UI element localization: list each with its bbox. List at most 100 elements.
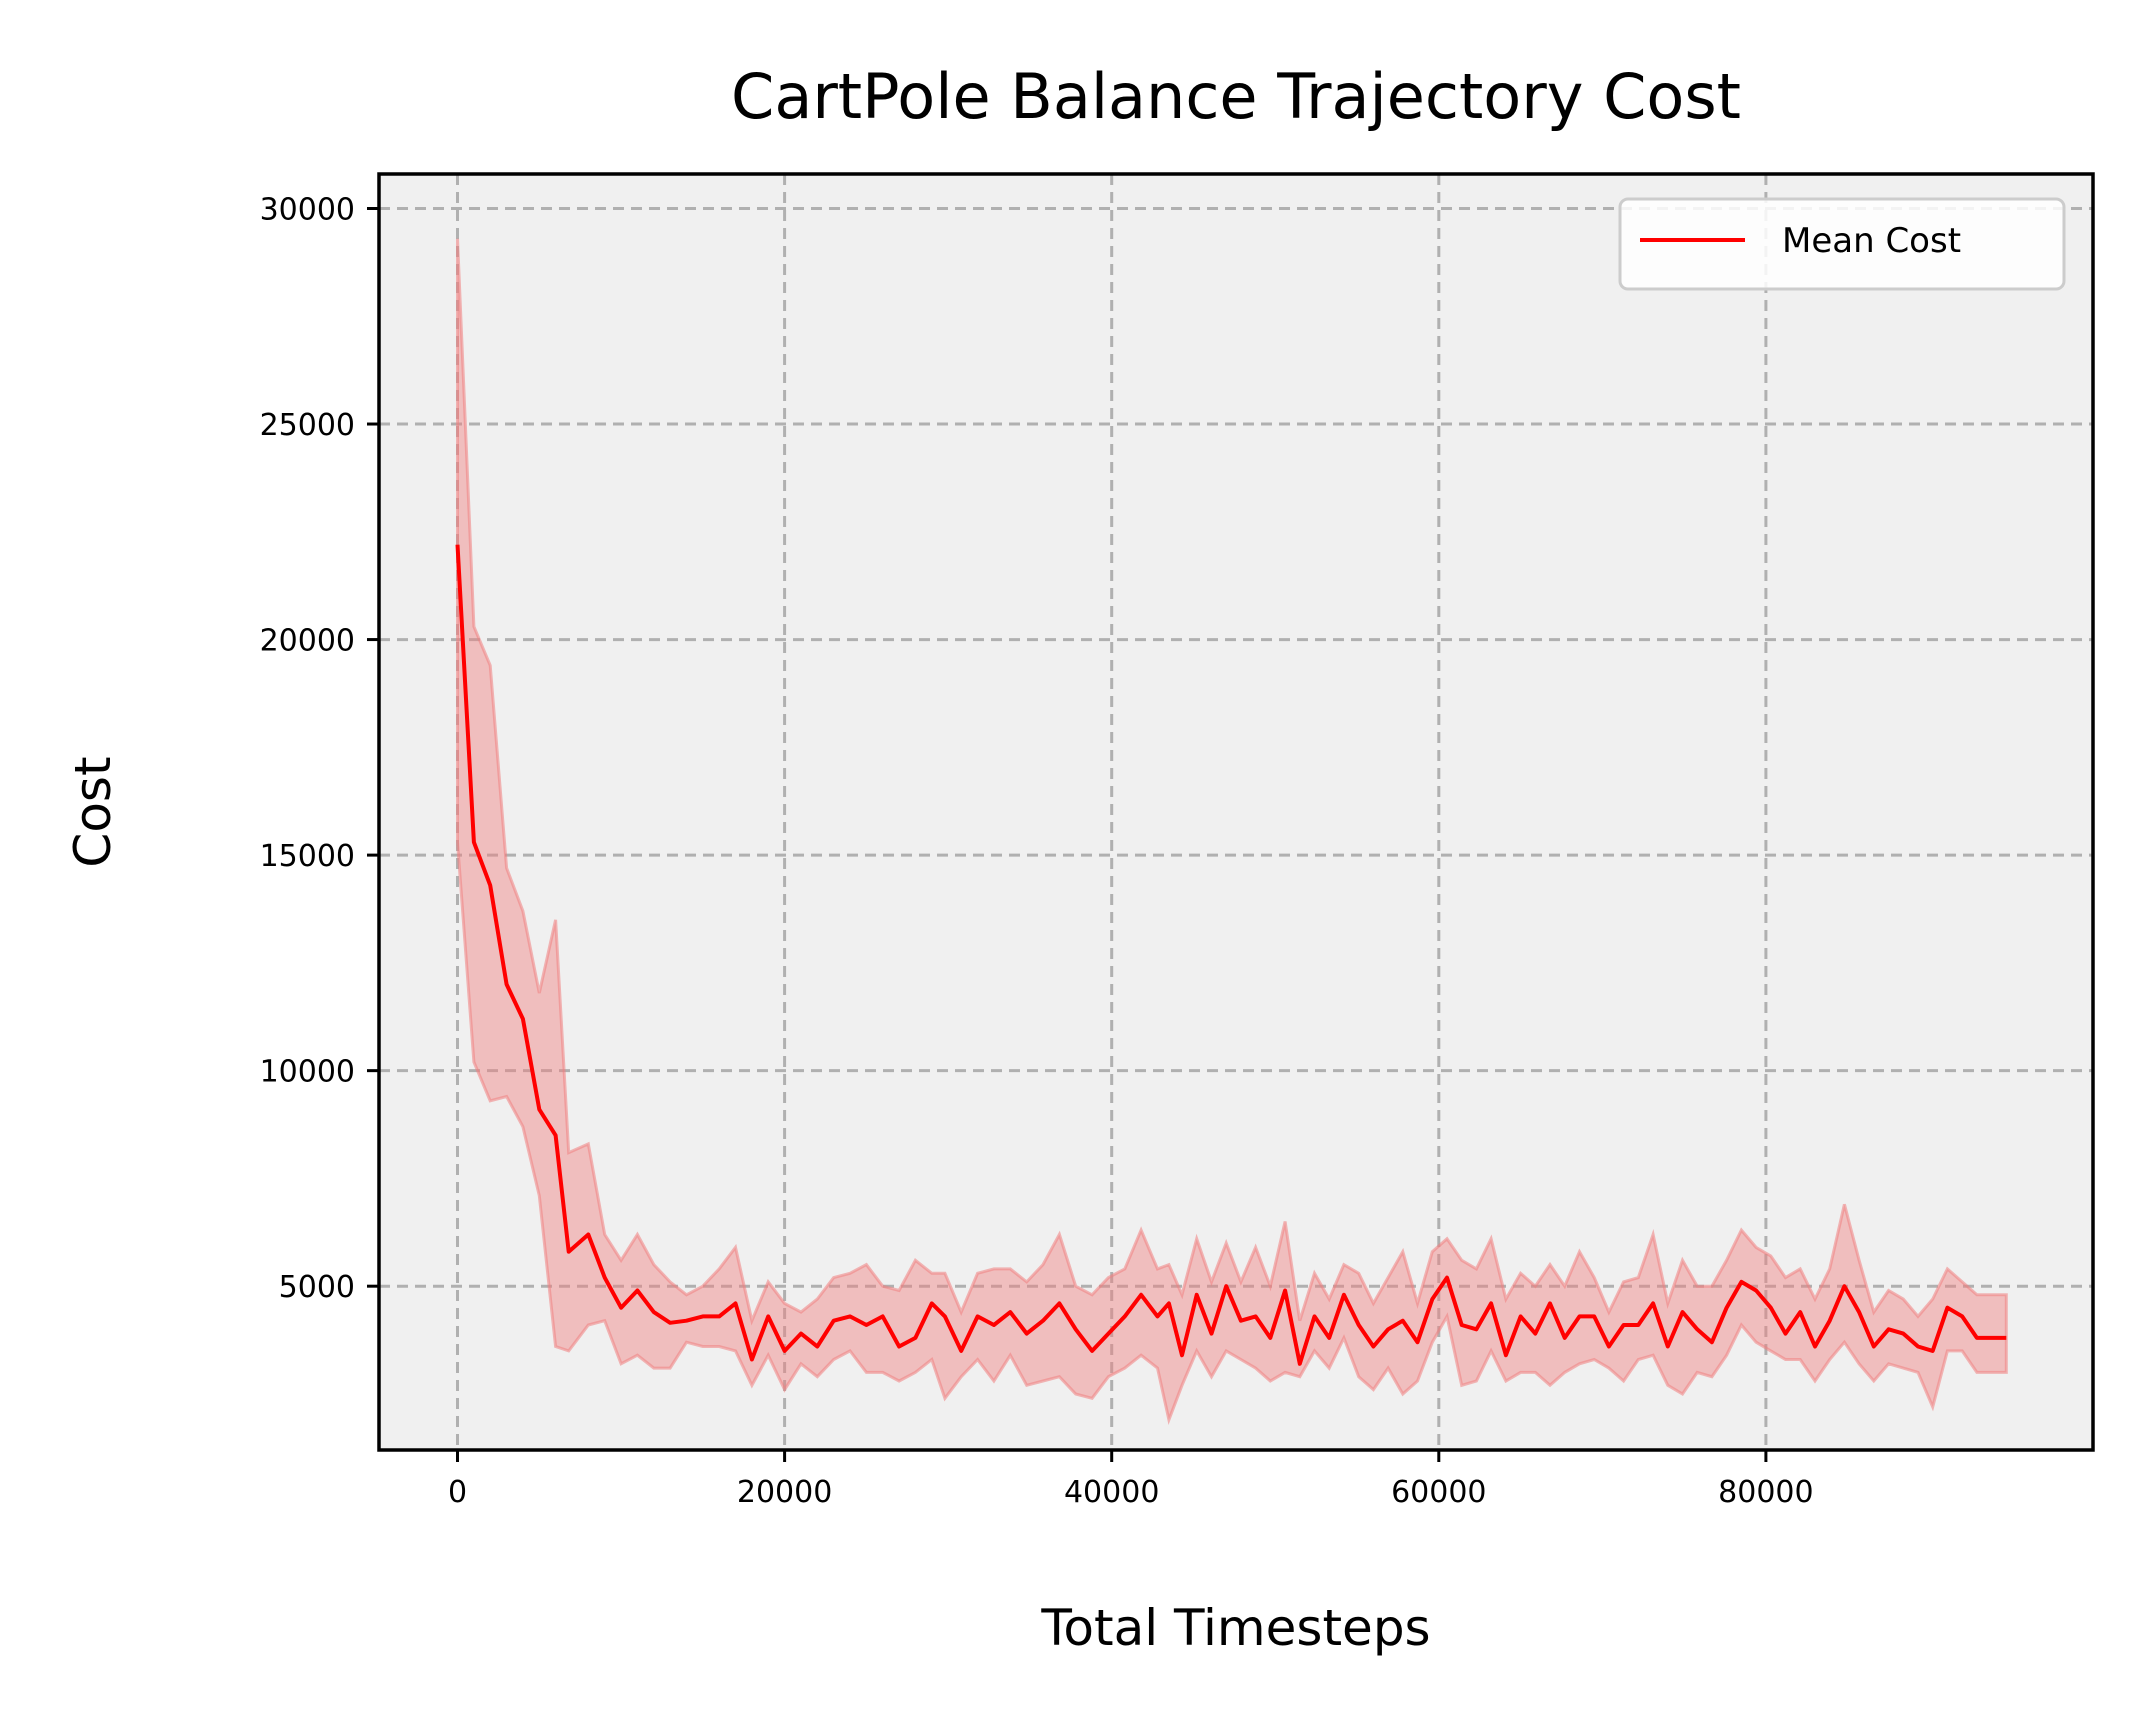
mean-cost-point bbox=[1210, 1332, 1214, 1336]
mean-cost-point bbox=[1519, 1314, 1523, 1318]
mean-cost-point bbox=[1725, 1306, 1729, 1310]
mean-cost-point bbox=[1842, 1284, 1846, 1288]
mean-cost-point bbox=[1041, 1319, 1045, 1323]
mean-cost-point bbox=[864, 1323, 868, 1327]
mean-cost-point bbox=[1283, 1289, 1287, 1293]
y-tick-label: 15000 bbox=[260, 839, 355, 874]
y-tick-label: 30000 bbox=[260, 192, 355, 227]
mean-cost-point bbox=[1298, 1362, 1302, 1366]
mean-cost-point bbox=[1622, 1323, 1626, 1327]
mean-cost-point bbox=[1357, 1323, 1361, 1327]
mean-cost-point bbox=[783, 1349, 787, 1353]
y-tick-label: 25000 bbox=[260, 408, 355, 443]
mean-cost-point bbox=[1489, 1301, 1493, 1305]
mean-cost-point bbox=[1268, 1336, 1272, 1340]
x-tick-label: 0 bbox=[448, 1475, 467, 1510]
mean-cost-point bbox=[1239, 1319, 1243, 1323]
mean-cost-point bbox=[635, 1289, 639, 1293]
mean-cost-point bbox=[1401, 1319, 1405, 1323]
mean-cost-point bbox=[701, 1314, 705, 1318]
mean-cost-point bbox=[1636, 1323, 1640, 1327]
mean-cost-point bbox=[1123, 1314, 1127, 1318]
mean-cost-point bbox=[1798, 1310, 1802, 1314]
mean-cost-point bbox=[1960, 1314, 1964, 1318]
mean-cost-point bbox=[1025, 1332, 1029, 1336]
mean-cost-point bbox=[1857, 1310, 1861, 1314]
mean-cost-point bbox=[521, 1017, 525, 1021]
mean-cost-point bbox=[881, 1314, 885, 1318]
mean-cost-point bbox=[1828, 1319, 1832, 1323]
y-tick-label: 20000 bbox=[260, 624, 355, 659]
mean-cost-point bbox=[750, 1358, 754, 1362]
legend: Mean Cost bbox=[1618, 197, 2066, 291]
mean-cost-point bbox=[1563, 1336, 1567, 1340]
mean-cost-point bbox=[832, 1319, 836, 1323]
mean-cost-point bbox=[488, 883, 492, 887]
mean-cost-point bbox=[913, 1336, 917, 1340]
legend-box bbox=[1618, 197, 2066, 291]
mean-cost-point bbox=[537, 1107, 541, 1111]
mean-cost-point bbox=[1195, 1293, 1199, 1297]
mean-cost-point bbox=[1474, 1327, 1478, 1331]
mean-cost-point bbox=[1460, 1323, 1464, 1327]
mean-cost-point bbox=[717, 1314, 721, 1318]
mean-cost-point bbox=[1430, 1297, 1434, 1301]
mean-cost-point bbox=[1931, 1349, 1935, 1353]
mean-cost-point bbox=[603, 1276, 607, 1280]
mean-cost-point bbox=[1739, 1280, 1743, 1284]
mean-cost-point bbox=[1371, 1345, 1375, 1349]
mean-cost-point bbox=[1813, 1345, 1817, 1349]
mean-cost-point bbox=[1872, 1345, 1876, 1349]
mean-cost-point bbox=[1139, 1293, 1143, 1297]
mean-cost-point bbox=[1180, 1353, 1184, 1357]
legend-label: Mean Cost bbox=[1782, 221, 1961, 261]
mean-cost-point bbox=[897, 1345, 901, 1349]
mean-cost-point bbox=[1592, 1314, 1596, 1318]
mean-cost-point bbox=[1651, 1301, 1655, 1305]
mean-cost-point bbox=[943, 1314, 947, 1318]
mean-cost-point bbox=[959, 1349, 963, 1353]
mean-cost-point bbox=[1887, 1327, 1891, 1331]
mean-cost-point bbox=[1327, 1336, 1331, 1340]
mean-cost-point bbox=[586, 1233, 590, 1237]
x-tick-label: 60000 bbox=[1391, 1475, 1486, 1510]
mean-cost-point bbox=[930, 1301, 934, 1305]
mean-cost-point bbox=[848, 1314, 852, 1318]
mean-cost-point bbox=[1666, 1345, 1670, 1349]
mean-cost-point bbox=[1710, 1340, 1714, 1344]
x-tick-label: 20000 bbox=[737, 1475, 832, 1510]
mean-cost-point bbox=[1916, 1345, 1920, 1349]
mean-cost-line bbox=[455, 544, 2007, 1366]
plot-frame bbox=[377, 172, 2095, 1452]
mean-cost-point bbox=[1578, 1314, 1582, 1318]
mean-cost-point bbox=[992, 1323, 996, 1327]
mean-cost-point bbox=[652, 1310, 656, 1314]
mean-cost-point bbox=[505, 982, 509, 986]
mean-cost-point bbox=[456, 543, 460, 547]
mean-cost-point bbox=[1504, 1353, 1508, 1357]
mean-cost-point bbox=[1106, 1332, 1110, 1336]
mean-cost-point bbox=[2004, 1336, 2008, 1340]
mean-cost-point bbox=[799, 1332, 803, 1336]
mean-cost-point bbox=[1074, 1327, 1078, 1331]
mean-cost-point bbox=[472, 840, 476, 844]
mean-cost-point bbox=[1784, 1332, 1788, 1336]
mean-cost-point bbox=[1386, 1327, 1390, 1331]
mean-cost-point bbox=[554, 1133, 558, 1137]
mean-cost-point bbox=[1313, 1314, 1317, 1318]
mean-cost-point bbox=[619, 1306, 623, 1310]
x-tick-label: 80000 bbox=[1718, 1475, 1813, 1510]
mean-cost-point bbox=[1224, 1284, 1228, 1288]
mean-cost-point bbox=[1156, 1314, 1160, 1318]
mean-cost-point bbox=[1342, 1293, 1346, 1297]
mean-cost-point bbox=[1445, 1276, 1449, 1280]
y-tick-label: 10000 bbox=[260, 1055, 355, 1090]
axis-ticks: 0 20000 40000 60000 80000 5000 10000 15000 20000… bbox=[260, 192, 1814, 1510]
mean-cost-point bbox=[1945, 1306, 1949, 1310]
mean-cost-point bbox=[766, 1314, 770, 1318]
mean-cost-point bbox=[1990, 1336, 1994, 1340]
mean-cost-point bbox=[1090, 1349, 1094, 1353]
x-axis-label: Total Timesteps bbox=[1040, 1599, 1430, 1657]
mean-cost-point bbox=[1769, 1306, 1773, 1310]
